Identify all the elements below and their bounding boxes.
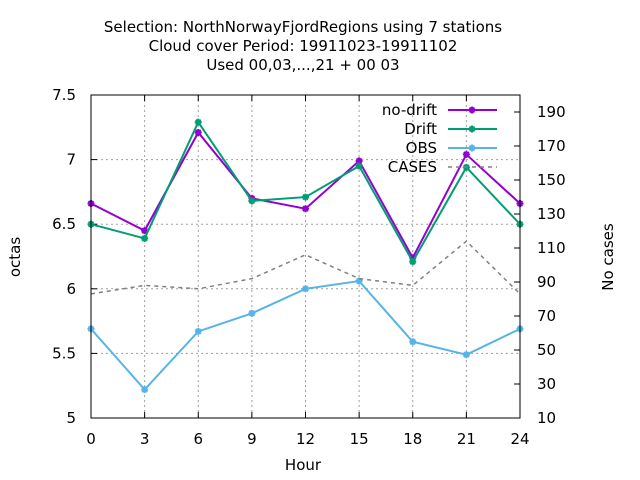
series-drift-point xyxy=(355,162,363,170)
x-tick-label: 18 xyxy=(403,430,422,448)
x-axis-label: Hour xyxy=(285,456,322,474)
y2-tick-label: 90 xyxy=(537,273,556,291)
series-obs-point xyxy=(462,351,470,359)
y-tick-label: 6 xyxy=(66,280,76,298)
series-no-drift-point xyxy=(409,254,417,262)
ticks: 0 3 6 9 12 15 18 21 24 5 5.5 6 6.5 7 7.5 10 30 50 70 90 110 1… xyxy=(52,86,566,448)
x-tick-label: 6 xyxy=(193,430,203,448)
x-tick-label: 21 xyxy=(457,430,476,448)
y2-tick-label: 50 xyxy=(537,341,556,359)
x-tick-label: 0 xyxy=(86,430,96,448)
series-no-drift-point xyxy=(141,227,149,235)
y2-tick-label: 110 xyxy=(537,239,566,257)
title-line-1: Selection: NorthNorwayFjordRegions using… xyxy=(104,18,502,36)
y2-tick-label: 70 xyxy=(537,307,556,325)
y-tick-label: 7.5 xyxy=(52,86,76,104)
grid xyxy=(91,95,520,418)
y-axis-label: octas xyxy=(6,237,24,277)
y2-tick-label: 130 xyxy=(537,205,566,223)
series-drift-point xyxy=(409,258,417,266)
series-obs-point xyxy=(194,327,202,335)
x-tick-label: 15 xyxy=(350,430,369,448)
y-tick-label: 6.5 xyxy=(52,215,76,233)
y-tick-label: 7 xyxy=(66,151,76,169)
legend-label: OBS xyxy=(406,139,437,157)
y2-tick-label: 170 xyxy=(537,137,566,155)
plot-frame xyxy=(90,94,521,419)
x-tick-label: 9 xyxy=(247,430,257,448)
series-obs-point xyxy=(141,386,149,394)
x-tick-label: 24 xyxy=(510,430,529,448)
y2-tick-label: 190 xyxy=(537,103,566,121)
legend-label: CASES xyxy=(388,158,437,176)
series-no-drift-point xyxy=(355,157,363,165)
y2-tick-label: 30 xyxy=(537,375,556,393)
series-no-drift-point xyxy=(194,128,202,136)
series-drift-point xyxy=(302,193,309,201)
series-obs-point xyxy=(409,338,417,346)
y2-tick-label: 10 xyxy=(537,409,556,427)
series-obs-point xyxy=(302,285,309,293)
x-tick-label: 3 xyxy=(140,430,150,448)
legend-marker xyxy=(468,125,476,133)
legend-label: Drift xyxy=(404,120,437,138)
series-cases-line xyxy=(90,240,521,295)
series-no-drift-point xyxy=(302,205,309,213)
title-line-2: Cloud cover Period: 19911023-19911102 xyxy=(149,37,458,55)
legend-marker xyxy=(468,106,476,114)
legend-label: no-drift xyxy=(382,101,437,119)
y-tick-label: 5.5 xyxy=(52,344,76,362)
series-drift-point xyxy=(141,234,149,242)
chart-title: Selection: NorthNorwayFjordRegions using… xyxy=(104,18,502,74)
y-tick-label: 5 xyxy=(66,409,76,427)
series-obs-point xyxy=(355,277,363,285)
legend-marker xyxy=(468,144,476,152)
series-no-drift-point xyxy=(462,150,470,158)
title-line-3: Used 00,03,...,21 + 00 03 xyxy=(206,56,399,74)
y2-tick-label: 150 xyxy=(537,171,566,189)
series-drift-point xyxy=(248,197,256,205)
y2-axis-label: No cases xyxy=(599,223,617,291)
x-tick-label: 12 xyxy=(296,430,315,448)
series-obs-point xyxy=(248,309,256,317)
series-drift-point xyxy=(194,118,202,126)
